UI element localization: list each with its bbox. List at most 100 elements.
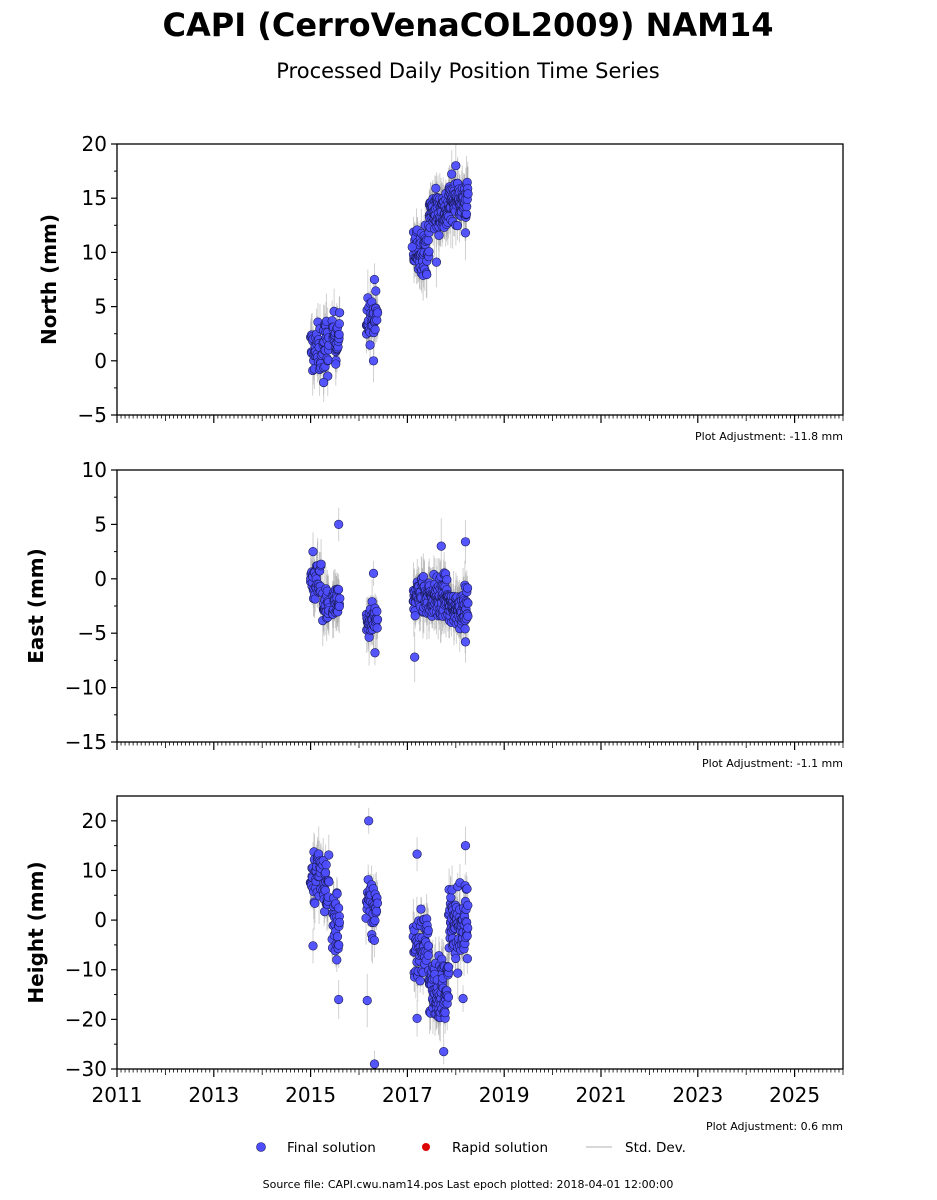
data-point xyxy=(370,324,380,335)
data-point xyxy=(410,611,420,621)
plot-adjustment-label: Plot Adjustment: 0.6 mm xyxy=(706,1120,843,1133)
x-tick-label: 2021 xyxy=(576,1083,627,1107)
data-point xyxy=(443,992,454,1002)
data-point xyxy=(334,940,344,950)
data-point xyxy=(463,189,473,199)
data-point xyxy=(371,906,382,916)
data-point xyxy=(462,884,472,894)
legend-rapid-marker xyxy=(422,1143,430,1151)
data-point xyxy=(407,242,417,252)
data-point xyxy=(334,519,344,530)
x-tick-label: 2025 xyxy=(769,1083,820,1107)
data-point xyxy=(463,923,473,933)
data-point xyxy=(310,898,320,908)
data-point xyxy=(424,247,434,257)
data-point xyxy=(331,359,341,369)
plot-area xyxy=(305,807,473,1069)
data-point xyxy=(334,319,344,329)
data-point xyxy=(451,953,461,964)
data-point xyxy=(412,1013,422,1023)
data-point xyxy=(416,904,426,914)
data-point xyxy=(447,169,457,179)
data-point xyxy=(443,962,454,972)
data-point xyxy=(332,889,342,899)
data-point xyxy=(369,1059,380,1069)
height-panel: −30 −20 −10 0 10 20 2011 2013 2015 2017 2019 2021 20… xyxy=(24,795,844,1133)
data-point xyxy=(368,568,379,578)
data-point xyxy=(415,976,425,986)
data-point xyxy=(462,954,472,964)
data-point xyxy=(463,900,473,910)
data-point xyxy=(372,606,382,616)
y-axis-label: East (mm) xyxy=(24,548,48,664)
y-tick-label: 5 xyxy=(94,512,107,536)
data-point xyxy=(316,559,326,569)
x-tick-label: 2015 xyxy=(285,1083,336,1107)
y-tick-label: −15 xyxy=(65,730,107,754)
y-tick-label: 10 xyxy=(82,240,107,264)
data-point xyxy=(460,841,471,851)
data-point xyxy=(319,377,329,388)
data-point xyxy=(372,898,383,908)
data-point xyxy=(308,941,318,951)
data-point xyxy=(446,892,456,903)
data-point xyxy=(460,537,471,547)
y-tick-label: 5 xyxy=(94,295,107,319)
data-point xyxy=(334,329,344,340)
data-point xyxy=(370,648,380,658)
data-point xyxy=(364,816,374,826)
data-point xyxy=(335,593,345,604)
data-point xyxy=(422,269,432,280)
x-tick-label: 2019 xyxy=(479,1083,530,1107)
y-tick-label: −10 xyxy=(65,676,107,700)
data-point xyxy=(453,968,463,978)
legend-final-marker xyxy=(256,1142,266,1152)
data-point xyxy=(368,356,379,366)
data-point xyxy=(412,849,422,859)
data-point xyxy=(462,583,473,593)
data-point xyxy=(463,611,473,621)
y-axis-label: North (mm) xyxy=(37,214,61,345)
data-point xyxy=(431,183,441,193)
data-point xyxy=(324,850,334,860)
axes-frame xyxy=(116,469,844,743)
legend-rapid-label: Rapid solution xyxy=(452,1140,548,1156)
axes-frame xyxy=(116,795,844,1070)
data-point xyxy=(320,868,331,878)
data-point xyxy=(372,308,383,318)
data-point xyxy=(371,286,381,296)
data-point xyxy=(323,355,333,365)
data-point xyxy=(460,228,471,238)
data-point xyxy=(436,541,446,551)
plot-area xyxy=(306,507,473,683)
chart-subtitle: Processed Daily Position Time Series xyxy=(276,59,660,83)
y-tick-label: 0 xyxy=(94,908,107,932)
data-points xyxy=(306,161,473,388)
data-point xyxy=(451,161,461,171)
data-point xyxy=(370,915,380,926)
source-footer: Source file: CAPI.cwu.nam14.pos Last epo… xyxy=(263,1178,674,1191)
y-tick-label: 10 xyxy=(82,458,107,482)
y-tick-label: 0 xyxy=(94,349,107,373)
data-point xyxy=(462,931,472,941)
y-axis-label: Height (mm) xyxy=(24,861,48,1003)
east-panel: −15 −10 −5 0 5 10 East (mm) Plot Adjustment: -1… xyxy=(24,458,844,770)
legend-stddev-label: Std. Dev. xyxy=(625,1140,686,1156)
data-point xyxy=(410,652,420,662)
y-tick-label: 20 xyxy=(82,132,107,156)
data-point xyxy=(423,925,433,936)
data-point xyxy=(434,230,444,240)
y-tick-label: 10 xyxy=(82,858,107,882)
data-point xyxy=(362,995,372,1006)
data-point xyxy=(365,340,375,350)
y-tick-label: −30 xyxy=(65,1057,107,1081)
data-point xyxy=(463,598,473,608)
plot-adjustment-label: Plot Adjustment: -11.8 mm xyxy=(695,430,843,443)
y-tick-label: −5 xyxy=(78,403,107,427)
y-tick-label: 15 xyxy=(82,186,107,210)
data-point xyxy=(452,221,463,231)
x-tick-label: 2017 xyxy=(382,1083,433,1107)
data-point xyxy=(324,877,334,887)
data-point xyxy=(460,637,471,647)
